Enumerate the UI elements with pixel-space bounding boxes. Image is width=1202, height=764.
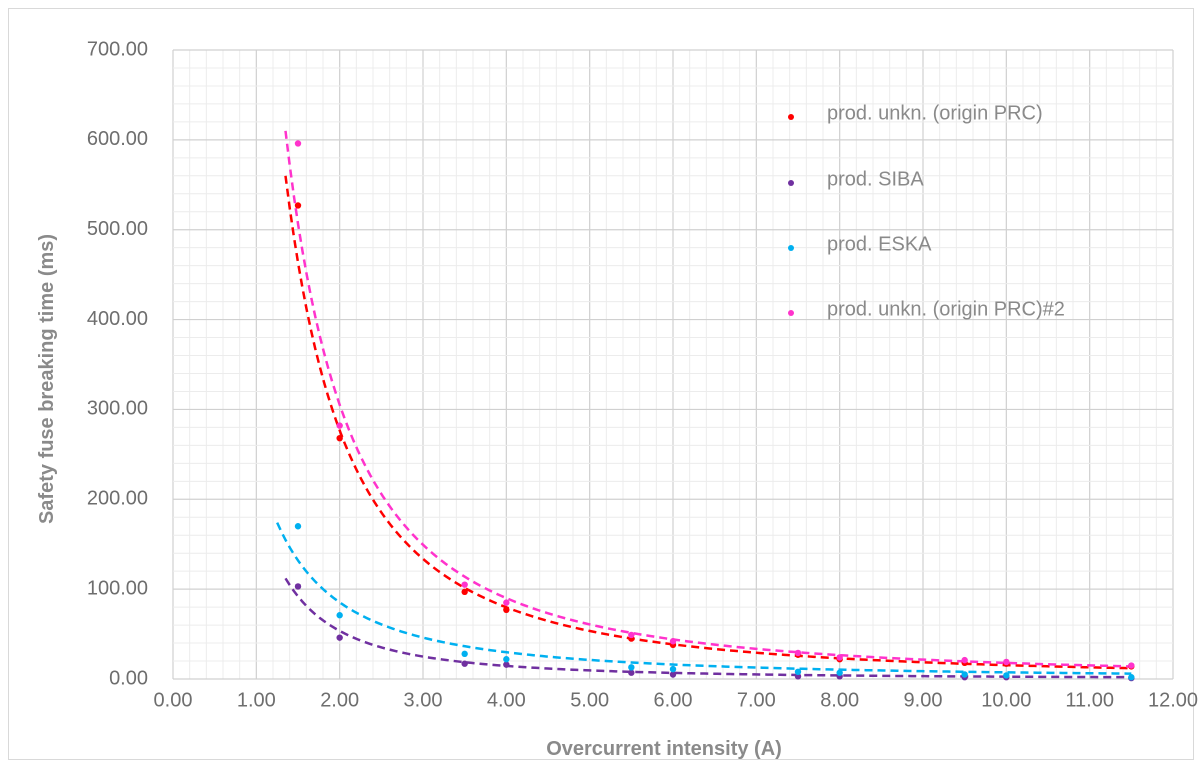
legend-marker: [788, 180, 794, 186]
data-point-series-4: [1128, 662, 1135, 669]
y-tick-label: 500.00: [87, 218, 148, 240]
data-point-series-3: [794, 668, 802, 676]
data-point-series-4: [628, 631, 635, 639]
trendline-series-3: [276, 522, 1132, 675]
x-tick-label: 7.00: [737, 689, 776, 711]
x-tick-label: 10.00: [981, 689, 1031, 711]
data-point-series-4: [836, 654, 843, 661]
legend-label: prod. SIBA: [827, 168, 924, 190]
data-point-series-2: [503, 661, 510, 668]
data-point-series-4: [794, 649, 802, 657]
trendlines: [276, 130, 1132, 679]
data-point-series-3: [669, 665, 677, 673]
data-point-series-4: [294, 140, 302, 147]
grid: [172, 49, 1174, 680]
y-tick-label: 200.00: [87, 488, 148, 510]
y-tick-label: 400.00: [87, 308, 148, 330]
data-point-series-3: [336, 612, 343, 619]
data-points: [294, 140, 1135, 682]
y-tick-label: 100.00: [87, 577, 148, 599]
data-point-series-2: [294, 583, 302, 590]
data-point-series-2: [669, 671, 677, 678]
x-tick-label: 1.00: [237, 689, 276, 711]
trendline-series-1: [284, 175, 1132, 670]
legend-marker: [788, 310, 794, 316]
trendline-series-2: [284, 577, 1132, 679]
x-axis-title: Overcurrent intensity (A): [546, 738, 782, 760]
x-tick-label: 6.00: [654, 689, 693, 711]
data-point-series-4: [336, 422, 343, 429]
x-tick-label: 2.00: [320, 689, 359, 711]
y-tick-label: 0.00: [109, 667, 148, 689]
data-point-series-3: [628, 664, 635, 671]
x-tick-label: 3.00: [404, 689, 443, 711]
data-point-series-1: [294, 202, 302, 209]
legend-label: prod. unkn. (origin PRC): [827, 102, 1043, 124]
x-tick-label: 9.00: [904, 689, 943, 711]
chart-frame: [8, 8, 1194, 760]
y-tick-label: 600.00: [87, 128, 148, 150]
data-point-series-3: [294, 523, 302, 530]
x-tick-label: 11.00: [1065, 689, 1114, 711]
y-tick-label: 700.00: [87, 38, 148, 60]
x-tick-label: 4.00: [487, 689, 526, 711]
legend-marker: [788, 114, 794, 120]
data-point-series-1: [503, 606, 510, 614]
data-point-series-4: [669, 638, 677, 645]
trendline-series-4: [284, 130, 1132, 668]
data-point-series-2: [336, 634, 343, 641]
y-tick-label: 300.00: [87, 398, 148, 420]
data-point-series-4: [503, 599, 510, 606]
legend-label: prod. unkn. (origin PRC)#2: [827, 298, 1065, 320]
x-tick-label: 0.00: [154, 689, 193, 711]
legend-marker: [788, 245, 794, 251]
data-point-series-3: [1128, 674, 1135, 681]
data-point-series-3: [1003, 672, 1010, 679]
data-point-series-3: [836, 669, 843, 676]
x-tick-label: 12.00: [1148, 689, 1198, 711]
y-tick-labels: 0.00 100.00 200.00 300.00 400.00 500.00 600.00…: [87, 38, 148, 689]
data-point-series-3: [961, 671, 968, 678]
data-point-series-3: [503, 656, 510, 663]
x-tick-labels: 0.00 1.00 2.00 3.00 4.00 5.00 6.00 7.00 8.00 9.00…: [154, 689, 1199, 711]
data-point-series-3: [461, 650, 468, 658]
legend: prod. unkn. (origin PRC) prod. SIBA prod. …: [788, 102, 1065, 320]
x-tick-label: 8.00: [820, 689, 859, 711]
data-point-series-1: [461, 588, 468, 596]
data-point-series-2: [628, 669, 635, 676]
data-point-series-2: [794, 673, 802, 680]
legend-label: prod. ESKA: [827, 233, 932, 255]
data-point-series-4: [961, 656, 968, 664]
data-point-series-4: [461, 581, 468, 588]
data-point-series-2: [461, 660, 468, 667]
data-point-series-4: [1003, 658, 1010, 666]
y-axis-title: Safety fuse breaking time (ms): [36, 234, 58, 524]
data-point-series-1: [336, 434, 343, 442]
x-tick-label: 5.00: [570, 689, 609, 711]
